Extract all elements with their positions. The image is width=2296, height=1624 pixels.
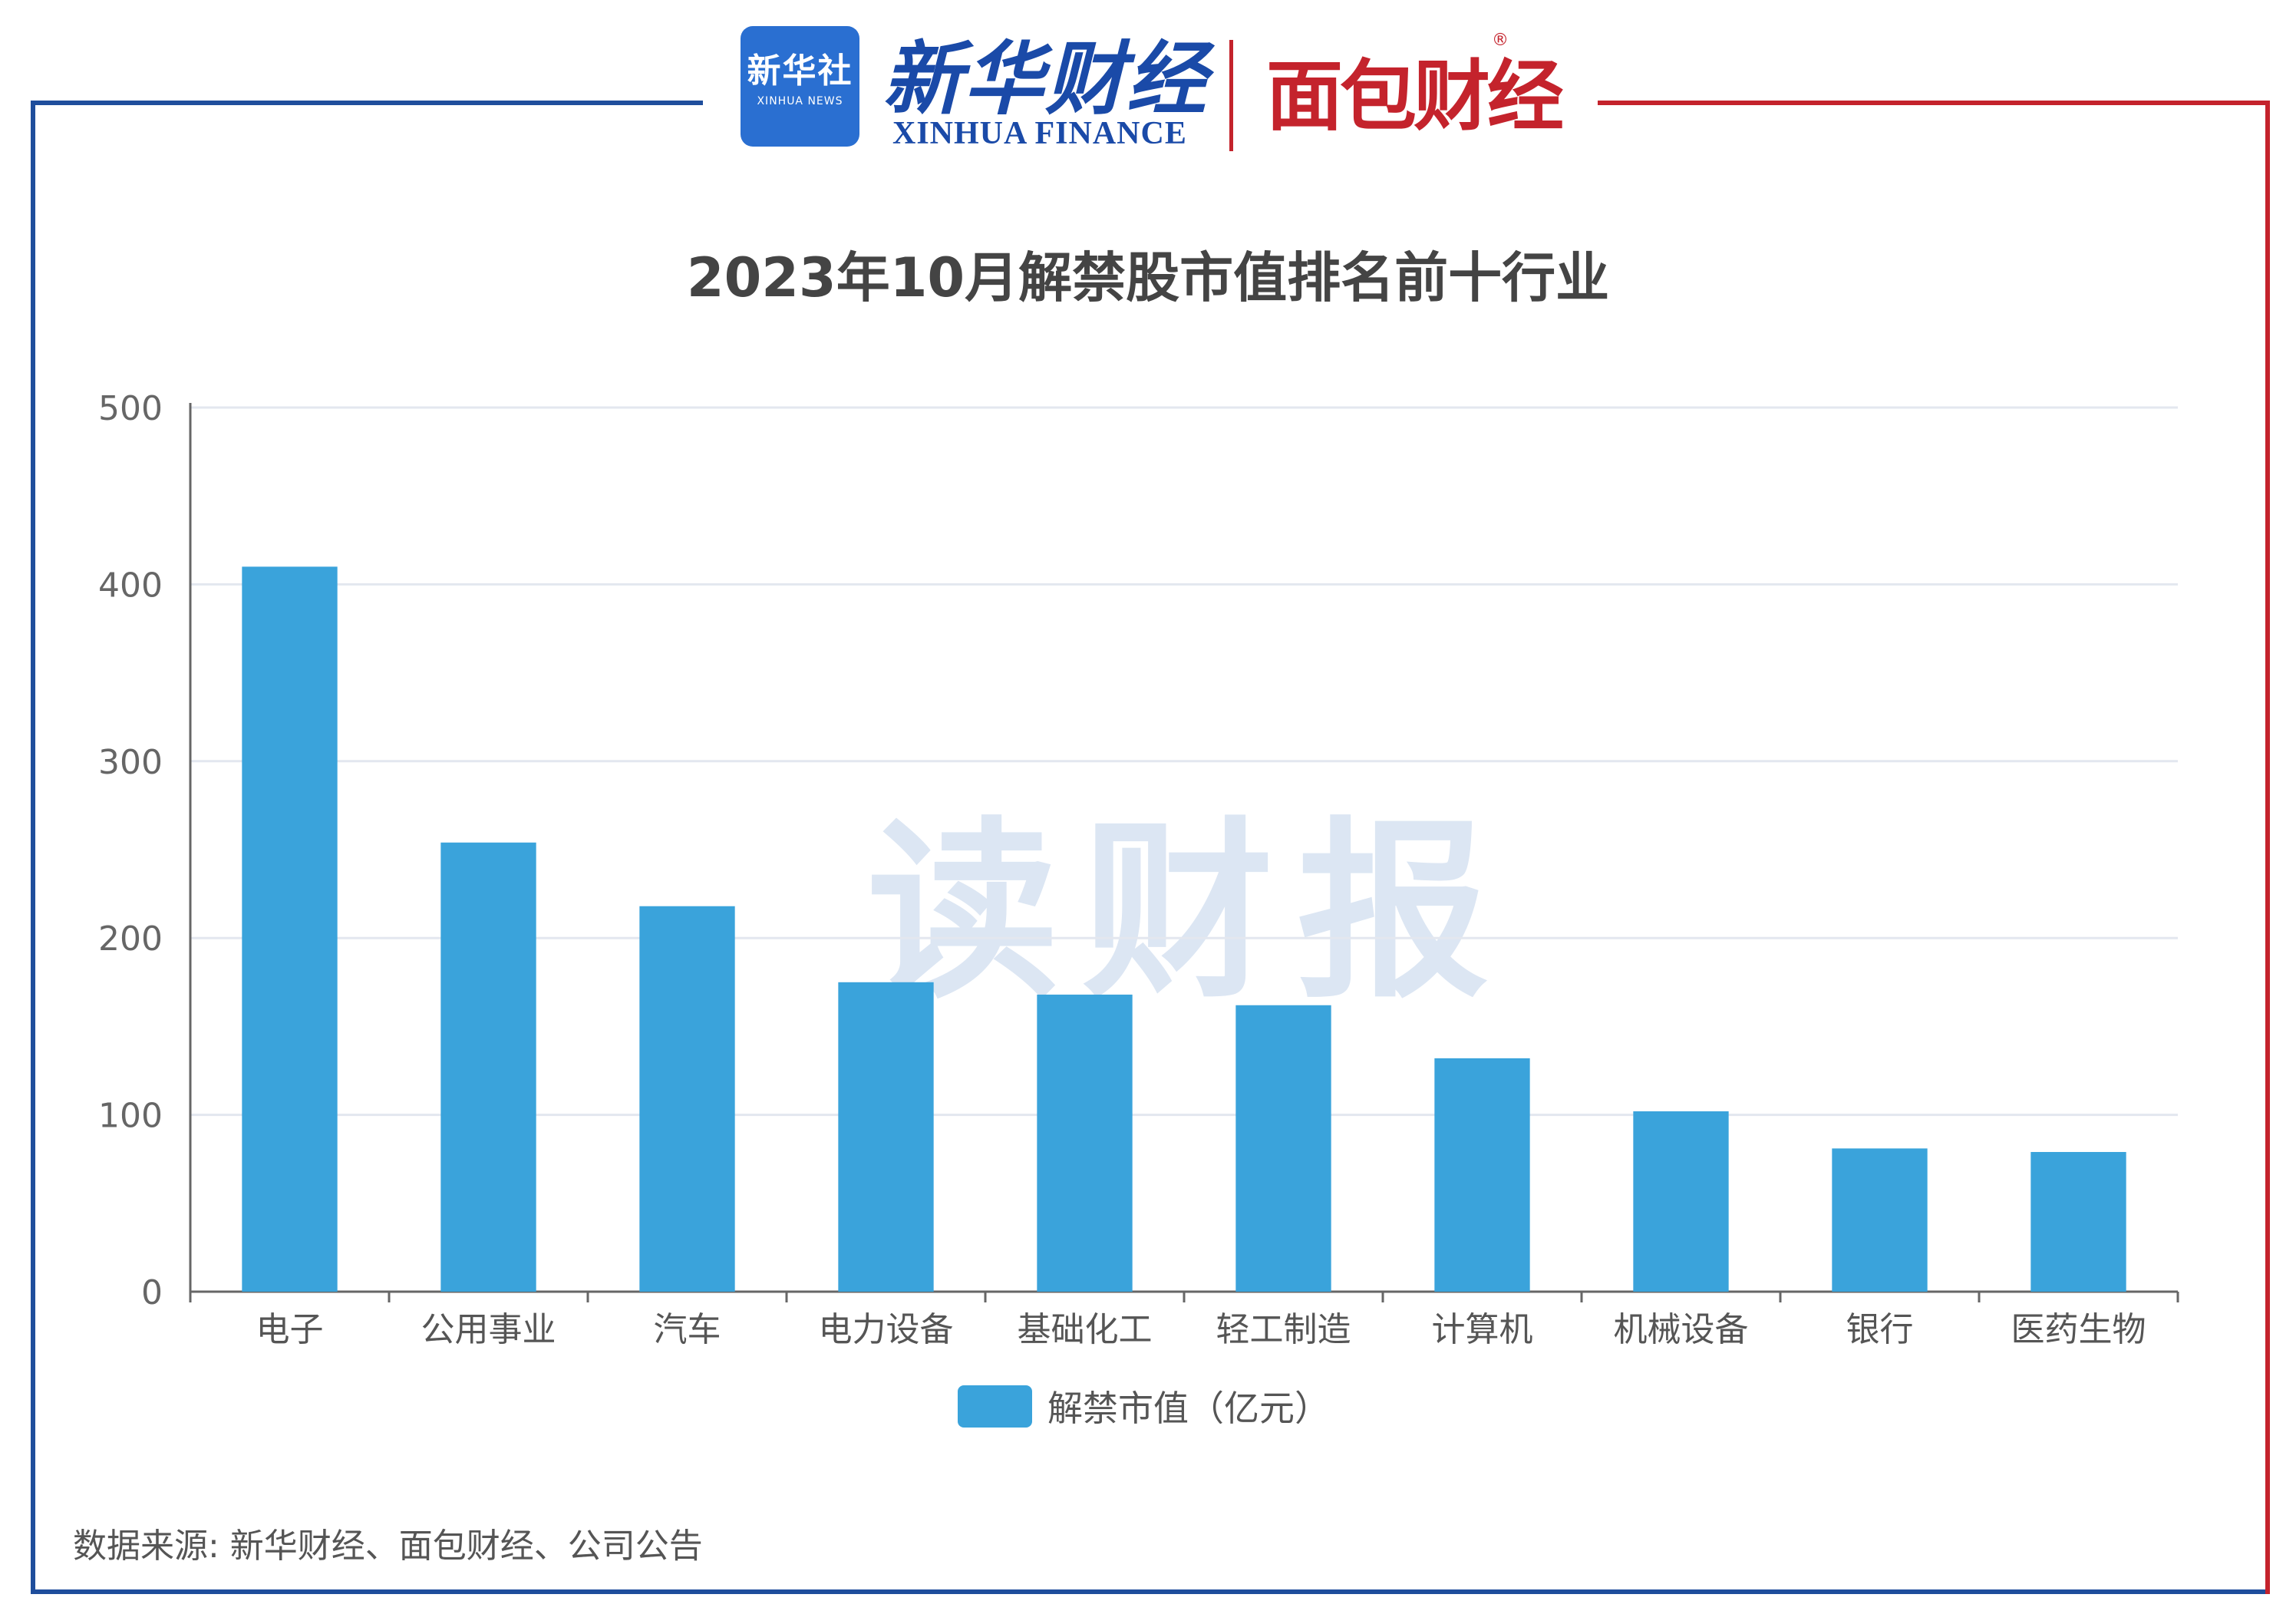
bar-7	[1434, 1058, 1530, 1292]
y-tick-label: 500	[98, 389, 163, 428]
bar-9	[1832, 1148, 1928, 1292]
xinhua-finance-logo-cn: 新华财经	[882, 31, 1209, 126]
chart-title: 2023年10月解禁股市值排名前十行业	[686, 246, 1610, 309]
x-tick-label: 公用事业	[421, 1310, 556, 1349]
frame-top-left	[31, 101, 703, 105]
mianbao-finance-logo: 面包财经	[1266, 51, 1564, 141]
x-tick-label: 医药生物	[2011, 1310, 2146, 1349]
xinhua-badge-en: XINHUA NEWS	[757, 95, 843, 107]
y-tick-label: 200	[98, 919, 163, 959]
y-tick-label: 0	[141, 1273, 163, 1312]
x-tick-label: 轻工制造	[1216, 1310, 1351, 1349]
frame-left	[31, 101, 35, 1594]
bar-5	[1037, 994, 1133, 1292]
x-tick-label: 电子	[256, 1310, 324, 1349]
xinhua-badge-cn: 新华社	[747, 51, 853, 91]
xinhua-news-logo: 新华社 XINHUA NEWS	[741, 26, 859, 147]
x-tick-label: 汽车	[654, 1310, 721, 1349]
bar-6	[1235, 1005, 1331, 1292]
x-tick-label: 银行	[1846, 1310, 1914, 1349]
frame-bottom	[31, 1589, 2270, 1594]
xinhua-finance-logo-en: XINHUA FINANCE	[892, 116, 1187, 151]
legend-swatch	[958, 1385, 1032, 1428]
y-tick-label: 100	[98, 1097, 163, 1136]
bar-1	[242, 566, 338, 1292]
x-tick-label: 计算机	[1432, 1310, 1533, 1349]
legend-label: 解禁市值（亿元）	[1047, 1388, 1330, 1429]
y-tick-label: 400	[98, 566, 163, 605]
y-tick-label: 300	[98, 743, 163, 782]
bar-4	[838, 982, 934, 1292]
legend: 解禁市值（亿元）	[958, 1383, 1330, 1429]
bar-10	[2030, 1151, 2126, 1292]
x-tick-label: 机械设备	[1614, 1310, 1749, 1349]
bar-8	[1633, 1111, 1729, 1292]
watermark: 读财报	[867, 800, 1512, 1024]
logo-divider	[1229, 40, 1233, 151]
bar-2	[440, 842, 536, 1292]
source-note: 数据来源: 新华财经、面包财经、公司公告	[73, 1527, 703, 1566]
x-tick-label: 电力设备	[819, 1310, 954, 1349]
frame-right	[2265, 101, 2270, 1594]
registered-mark: ®	[1492, 31, 1509, 50]
x-tick-label: 基础化工	[1018, 1310, 1153, 1349]
frame-top-right	[1598, 101, 2270, 105]
bar-3	[639, 906, 735, 1292]
